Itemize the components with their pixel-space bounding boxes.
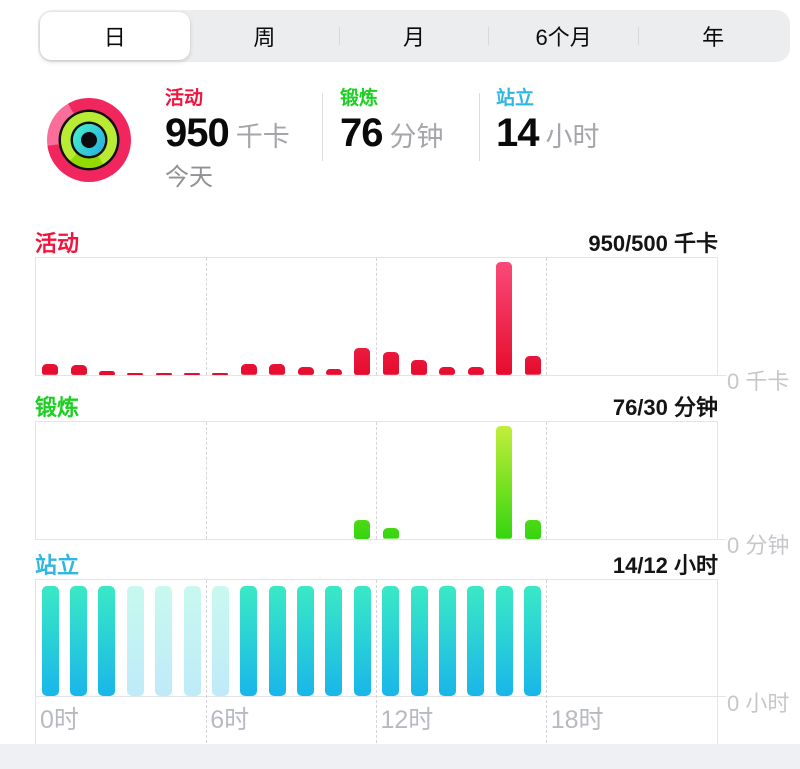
hour-bar — [410, 586, 428, 696]
stand-chart-plot — [35, 579, 726, 748]
stat-exercise-label: 锻炼 — [340, 88, 379, 109]
hour-gridline — [376, 422, 377, 539]
tab-segment-周[interactable]: 周 — [253, 25, 276, 50]
hour-bar — [467, 586, 485, 696]
hour-bar — [325, 586, 343, 696]
stat-stand-unit: 小时 — [545, 121, 600, 152]
stat-exercise: 锻炼 76 分钟 — [323, 88, 479, 153]
hour-bar — [70, 586, 88, 696]
hour-bar — [496, 262, 513, 375]
exercise-goal-label: 76/30 分钟 — [612, 395, 718, 420]
date-label: 今天 — [165, 163, 213, 191]
move-goal-label: 950/500 千卡 — [588, 231, 718, 256]
zero-axis-tick — [717, 375, 726, 376]
zero-axis-tick — [717, 696, 726, 697]
hour-bar — [212, 372, 229, 375]
hour-bar — [467, 367, 484, 375]
hour-bar — [297, 586, 315, 696]
move-zero-label: 0 千卡 — [727, 369, 790, 394]
hour-gridline — [546, 258, 548, 375]
hour-axis: 0时 6时 12时 18时 — [35, 700, 718, 734]
hour-gridline — [546, 580, 548, 748]
hour-bar — [70, 365, 87, 375]
hour-bar — [496, 426, 513, 539]
tab-divider — [637, 27, 639, 45]
exercise-chart-title: 锻炼 — [35, 395, 80, 420]
hour-gridline — [546, 422, 548, 539]
hour-axis-label: 0时 — [40, 706, 79, 734]
stand-zero-label: 0 小时 — [727, 691, 790, 716]
zero-axis-tick — [717, 539, 726, 540]
move-chart-title: 活动 — [35, 231, 80, 256]
hour-bar — [495, 586, 513, 696]
hour-bar — [155, 372, 172, 375]
hour-bar — [184, 372, 201, 375]
hour-bar — [438, 586, 456, 696]
tab-segment-6个月[interactable]: 6个月 — [535, 25, 592, 50]
tab-segment-月[interactable]: 月 — [402, 25, 425, 50]
exercise-zero-label: 0 分钟 — [727, 533, 790, 558]
hour-bar — [439, 367, 456, 375]
hour-gridline — [205, 258, 207, 375]
stat-divider — [479, 93, 480, 161]
tab-segment-日[interactable]: 日 — [40, 12, 190, 60]
hour-bar — [297, 367, 314, 375]
hour-bar — [240, 364, 257, 375]
hour-gridline — [205, 422, 207, 539]
hour-bar — [126, 586, 144, 696]
hour-bar — [211, 586, 229, 696]
stand-chart-title: 站立 — [35, 553, 80, 578]
hour-bar — [127, 372, 144, 375]
hour-bar — [41, 586, 59, 696]
hour-bar — [240, 586, 258, 696]
hour-bar — [98, 586, 116, 696]
tab-divider — [488, 27, 490, 45]
tab-segment-年[interactable]: 年 — [702, 25, 725, 50]
activity-rings-icon — [47, 98, 131, 182]
hour-bar — [269, 364, 286, 375]
hour-bar — [382, 352, 399, 375]
hour-axis-label: 18时 — [550, 706, 604, 734]
stat-exercise-unit: 分钟 — [389, 121, 444, 152]
hour-gridline — [205, 580, 207, 748]
stand-goal-label: 14/12 小时 — [612, 553, 718, 578]
hour-bar — [524, 519, 541, 539]
hour-gridline — [376, 580, 377, 748]
hour-bar — [183, 586, 201, 696]
move-chart-plot — [35, 257, 726, 376]
stat-move-label: 活动 — [165, 88, 204, 109]
stat-stand-label: 站立 — [496, 88, 535, 109]
stat-move: 活动 950 千卡 今天 — [165, 88, 322, 192]
stat-move-unit: 千卡 — [235, 121, 290, 152]
hour-bar — [353, 586, 371, 696]
hour-bar — [382, 586, 400, 696]
hour-bar — [155, 586, 173, 696]
tab-divider — [338, 27, 340, 45]
hour-bar — [524, 586, 542, 696]
hour-bar — [98, 370, 115, 375]
bottom-scroll-area — [0, 744, 800, 769]
hour-bar — [325, 369, 342, 375]
hour-bar — [354, 519, 371, 539]
exercise-chart-plot — [35, 421, 726, 540]
hour-bar — [42, 364, 59, 375]
hour-axis-label: 12时 — [380, 706, 434, 734]
hour-bar — [382, 528, 399, 539]
hour-axis-label: 6时 — [210, 706, 250, 734]
hour-bar — [524, 356, 541, 375]
period-tab-bar: 日 周 月 6个月 年 — [38, 10, 790, 62]
activity-summary: 活动 950 千卡 今天 锻炼 76 分钟 站立 14 小时 — [47, 88, 600, 192]
ring-center-dot — [81, 132, 97, 148]
hour-bar — [354, 348, 371, 375]
stat-move-value: 950 — [165, 110, 230, 155]
hour-bar — [268, 586, 286, 696]
stat-divider — [322, 93, 323, 161]
hour-bar — [411, 360, 428, 375]
stat-exercise-value: 76 — [340, 110, 383, 155]
stat-stand: 站立 14 小时 — [480, 88, 600, 153]
hour-gridline — [376, 258, 377, 375]
stat-stand-value: 14 — [496, 110, 539, 155]
